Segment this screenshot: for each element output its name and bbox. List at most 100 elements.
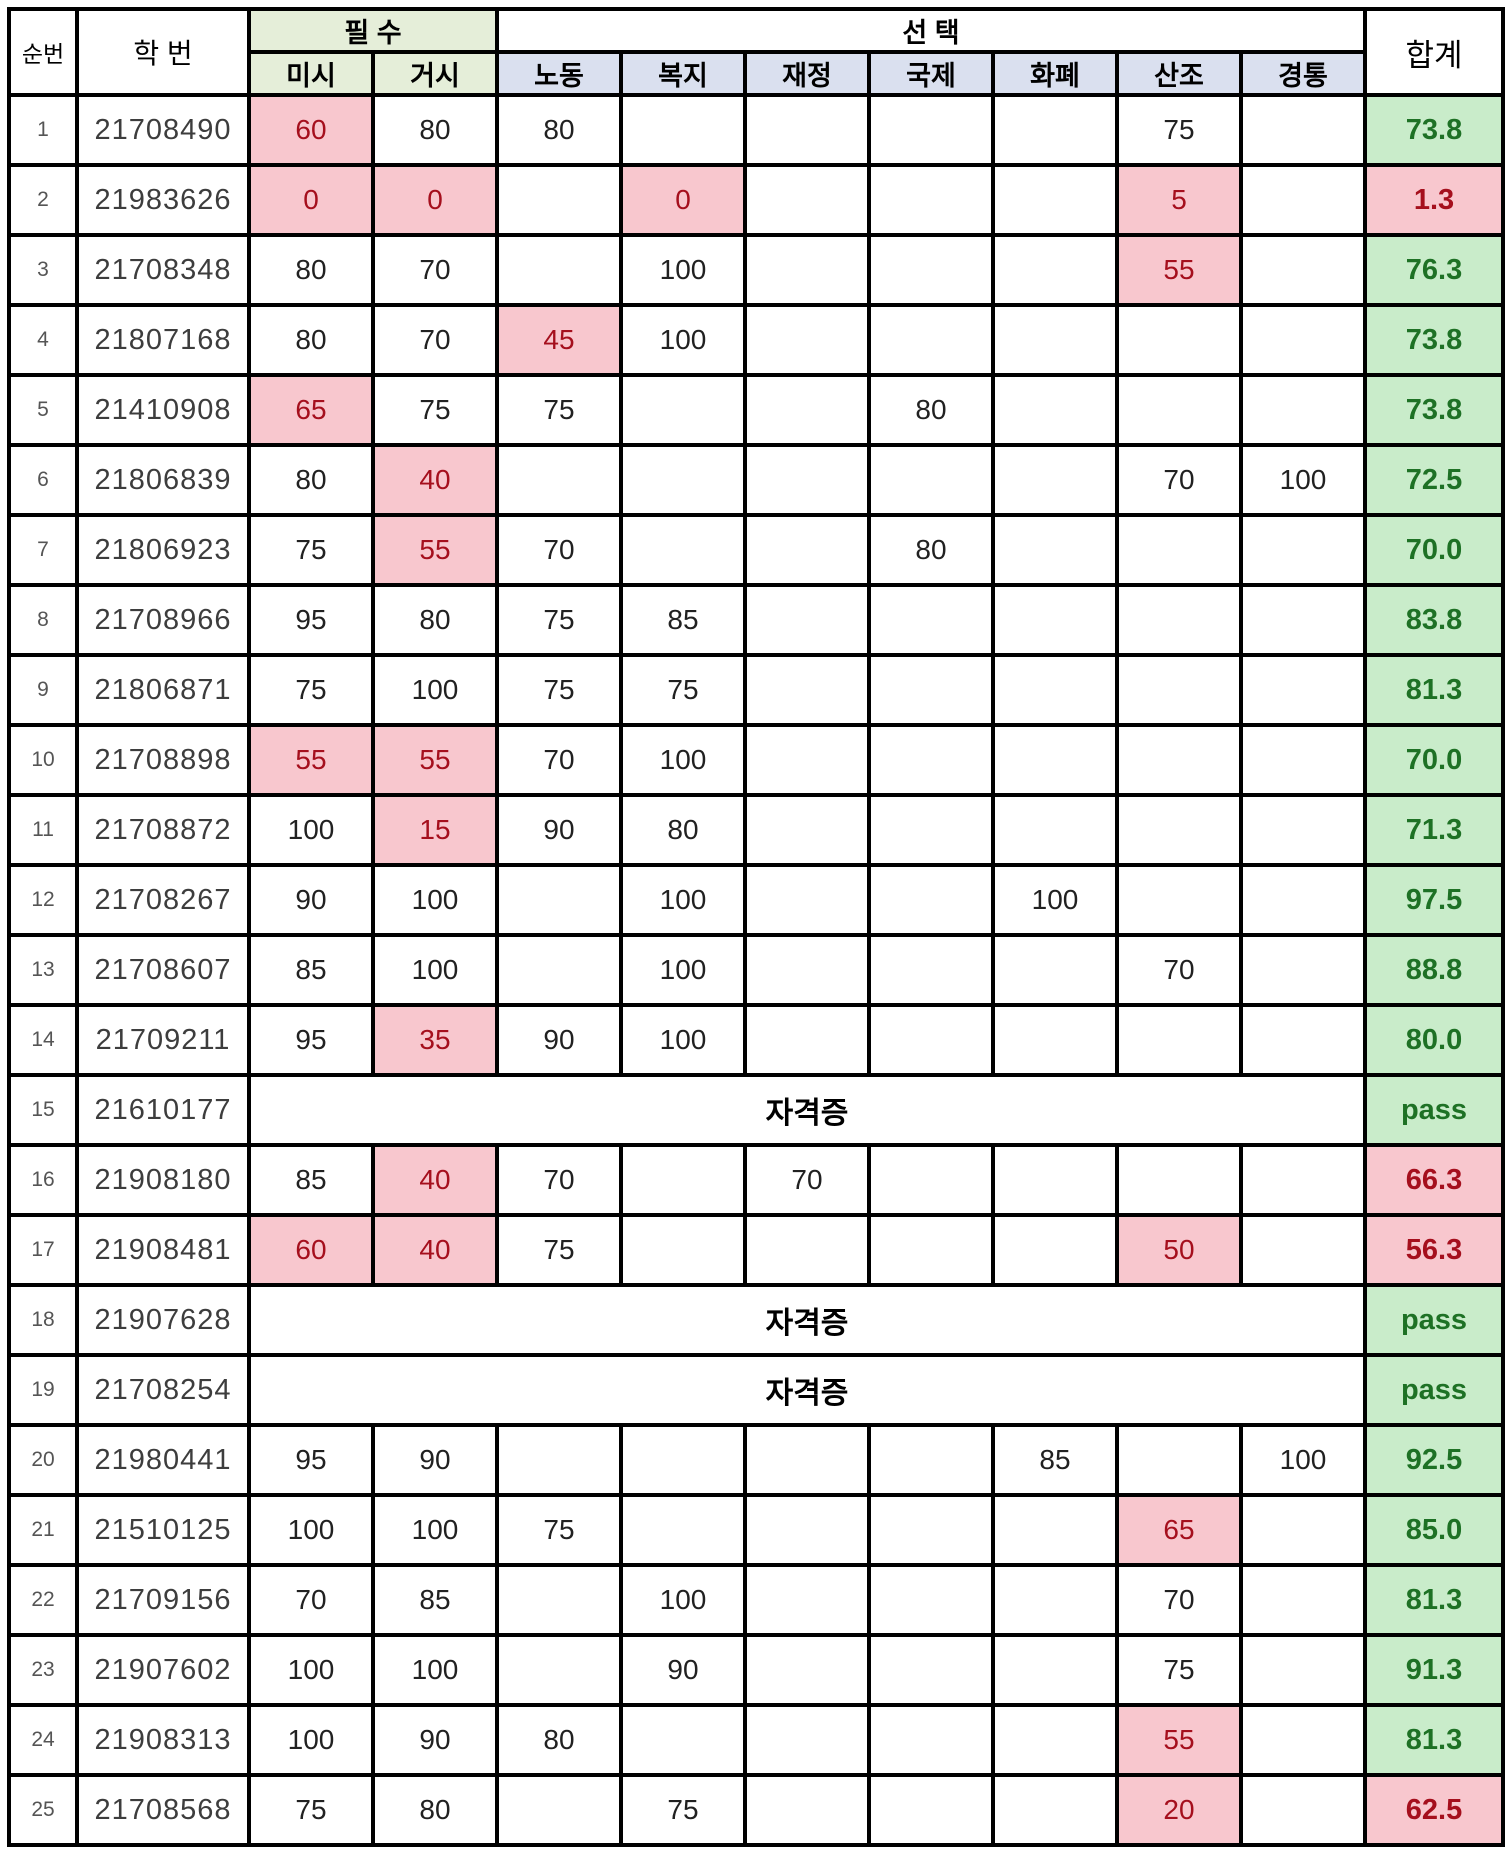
score-cell[interactable]: 0	[371, 163, 499, 237]
score-cell[interactable]: 90	[371, 1423, 499, 1497]
seq-cell[interactable]: 17	[7, 1213, 79, 1287]
score-cell[interactable]: 70	[495, 723, 623, 797]
seq-cell[interactable]: 6	[7, 443, 79, 517]
score-cell[interactable]	[495, 443, 623, 517]
score-cell[interactable]: 85	[371, 1563, 499, 1637]
score-cell[interactable]	[1239, 1213, 1367, 1287]
score-cell[interactable]	[867, 1423, 995, 1497]
score-cell[interactable]: 80	[867, 513, 995, 587]
seq-cell[interactable]: 8	[7, 583, 79, 657]
score-cell[interactable]: 100	[619, 1003, 747, 1077]
score-cell[interactable]	[867, 163, 995, 237]
score-cell[interactable]	[1115, 583, 1243, 657]
score-cell[interactable]	[1239, 373, 1367, 447]
seq-cell[interactable]: 10	[7, 723, 79, 797]
score-cell[interactable]	[619, 1703, 747, 1777]
score-cell[interactable]: 95	[247, 1423, 375, 1497]
student-id-cell[interactable]: 21708267	[75, 863, 251, 937]
score-cell[interactable]	[1239, 933, 1367, 1007]
score-cell[interactable]: 100	[1239, 1423, 1367, 1497]
subheader-elective-2[interactable]: 재정	[743, 50, 871, 97]
seq-cell[interactable]: 4	[7, 303, 79, 377]
score-cell[interactable]: 100	[619, 933, 747, 1007]
score-cell[interactable]	[867, 1773, 995, 1847]
score-cell[interactable]	[867, 303, 995, 377]
total-cell[interactable]: pass	[1363, 1073, 1505, 1147]
total-cell[interactable]: 83.8	[1363, 583, 1505, 657]
score-cell[interactable]	[867, 863, 995, 937]
score-cell[interactable]: 100	[247, 793, 375, 867]
score-cell[interactable]: 100	[619, 303, 747, 377]
score-cell[interactable]	[867, 583, 995, 657]
score-cell[interactable]: 5	[1115, 163, 1243, 237]
subheader-elective-5[interactable]: 산조	[1115, 50, 1243, 97]
seq-cell[interactable]: 7	[7, 513, 79, 587]
score-cell[interactable]: 100	[371, 653, 499, 727]
score-cell[interactable]	[991, 1213, 1119, 1287]
score-cell[interactable]	[1239, 653, 1367, 727]
score-cell[interactable]	[1239, 513, 1367, 587]
total-cell[interactable]: 92.5	[1363, 1423, 1505, 1497]
score-cell[interactable]: 65	[1115, 1493, 1243, 1567]
score-cell[interactable]: 70	[371, 233, 499, 307]
seq-cell[interactable]: 20	[7, 1423, 79, 1497]
score-cell[interactable]: 90	[619, 1633, 747, 1707]
score-cell[interactable]: 20	[1115, 1773, 1243, 1847]
score-cell[interactable]	[743, 1773, 871, 1847]
score-cell[interactable]	[1115, 793, 1243, 867]
score-cell[interactable]	[743, 1003, 871, 1077]
score-cell[interactable]	[991, 303, 1119, 377]
score-cell[interactable]	[1115, 513, 1243, 587]
score-cell[interactable]	[743, 1213, 871, 1287]
score-cell[interactable]	[867, 233, 995, 307]
score-cell[interactable]	[867, 933, 995, 1007]
student-id-cell[interactable]: 21907628	[75, 1283, 251, 1357]
score-cell[interactable]	[495, 863, 623, 937]
score-cell[interactable]	[743, 513, 871, 587]
score-cell[interactable]: 85	[247, 933, 375, 1007]
score-cell[interactable]: 90	[495, 793, 623, 867]
score-cell[interactable]	[1239, 793, 1367, 867]
score-cell[interactable]: 100	[371, 1633, 499, 1707]
score-cell[interactable]: 75	[1115, 1633, 1243, 1707]
score-cell[interactable]	[495, 1633, 623, 1707]
student-id-cell[interactable]: 21610177	[75, 1073, 251, 1147]
score-cell[interactable]: 55	[371, 513, 499, 587]
score-cell[interactable]: 100	[371, 933, 499, 1007]
score-cell[interactable]: 90	[495, 1003, 623, 1077]
score-cell[interactable]: 70	[1115, 933, 1243, 1007]
subheader-elective-6[interactable]: 경통	[1239, 50, 1367, 97]
score-cell[interactable]	[743, 163, 871, 237]
score-cell[interactable]: 75	[619, 1773, 747, 1847]
certificate-cell[interactable]: 자격증	[247, 1073, 1367, 1147]
score-cell[interactable]	[1239, 1003, 1367, 1077]
score-cell[interactable]	[743, 93, 871, 167]
subheader-required-1[interactable]: 거시	[371, 50, 499, 97]
score-cell[interactable]	[743, 1703, 871, 1777]
score-cell[interactable]	[1239, 163, 1367, 237]
score-cell[interactable]	[743, 1633, 871, 1707]
total-cell[interactable]: 88.8	[1363, 933, 1505, 1007]
score-cell[interactable]	[743, 653, 871, 727]
score-cell[interactable]	[991, 443, 1119, 517]
score-cell[interactable]	[867, 1703, 995, 1777]
student-id-cell[interactable]: 21708607	[75, 933, 251, 1007]
score-cell[interactable]: 95	[247, 583, 375, 657]
score-cell[interactable]	[991, 513, 1119, 587]
score-cell[interactable]: 70	[495, 1143, 623, 1217]
student-id-cell[interactable]: 21907602	[75, 1633, 251, 1707]
student-id-cell[interactable]: 21980441	[75, 1423, 251, 1497]
score-cell[interactable]	[991, 233, 1119, 307]
total-cell[interactable]: pass	[1363, 1283, 1505, 1357]
score-cell[interactable]: 70	[743, 1143, 871, 1217]
total-cell[interactable]: 76.3	[1363, 233, 1505, 307]
student-id-cell[interactable]: 21806839	[75, 443, 251, 517]
score-cell[interactable]: 80	[371, 583, 499, 657]
score-cell[interactable]: 85	[247, 1143, 375, 1217]
total-cell[interactable]: 80.0	[1363, 1003, 1505, 1077]
student-id-cell[interactable]: 21708568	[75, 1773, 251, 1847]
score-cell[interactable]	[495, 933, 623, 1007]
total-cell[interactable]: 71.3	[1363, 793, 1505, 867]
student-id-cell[interactable]: 21708490	[75, 93, 251, 167]
score-cell[interactable]	[495, 1423, 623, 1497]
